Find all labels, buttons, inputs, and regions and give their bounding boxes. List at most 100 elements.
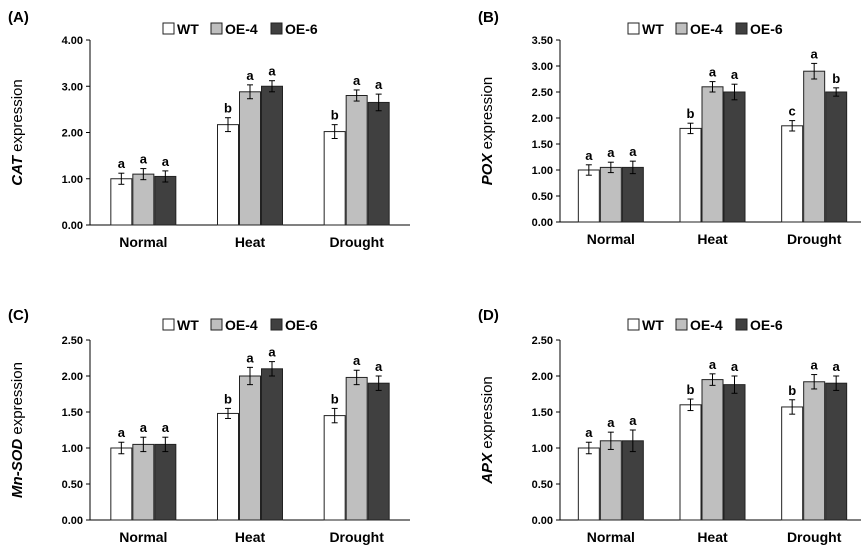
bar <box>825 382 848 521</box>
bar <box>825 91 848 223</box>
significance-label: b <box>788 383 796 398</box>
bar <box>110 178 133 226</box>
y-tick-label: 1.50 <box>62 407 83 419</box>
y-tick-label: 0.00 <box>62 220 83 232</box>
significance-label: a <box>585 148 593 163</box>
y-tick-label: 0.50 <box>62 479 83 491</box>
legend-swatch <box>270 318 283 331</box>
significance-label: a <box>811 46 819 61</box>
significance-label: b <box>331 391 339 406</box>
x-category-label: Drought <box>787 231 842 247</box>
bar <box>239 91 261 226</box>
bar <box>723 91 746 223</box>
bar <box>803 381 826 521</box>
significance-label: a <box>585 425 593 440</box>
significance-label: a <box>246 350 254 365</box>
bar <box>367 382 390 521</box>
legend-label: WT <box>177 21 199 37</box>
bar <box>679 127 702 223</box>
significance-label: a <box>731 359 739 374</box>
significance-label: b <box>224 101 232 116</box>
significance-label: a <box>375 359 383 374</box>
y-axis-label-unit: expression <box>9 79 26 156</box>
bar <box>261 368 283 521</box>
chart-panel-4: (D) WT OE-4 OE-6 0.00 0.50 1.00 1.50 2.00 2.50 APX… <box>478 307 861 545</box>
legend: WT OE-4 OE-6 <box>162 21 318 37</box>
bar <box>599 166 622 223</box>
x-category-label: Normal <box>119 234 167 250</box>
y-tick-label: 2.00 <box>62 128 83 140</box>
x-category-label: Normal <box>587 231 635 247</box>
y-tick-label: 0.00 <box>532 217 553 229</box>
bar <box>261 85 283 226</box>
significance-label: a <box>629 144 637 159</box>
y-tick-label: 2.00 <box>532 371 553 383</box>
legend-swatch <box>627 318 640 331</box>
y-tick-label: 3.50 <box>532 35 553 47</box>
legend-swatch <box>627 22 640 35</box>
bar <box>621 166 644 223</box>
legend-label: OE-4 <box>690 21 723 37</box>
significance-label: b <box>224 391 232 406</box>
y-tick-label: 2.50 <box>62 335 83 347</box>
bar <box>154 175 177 226</box>
significance-label: b <box>687 106 695 121</box>
bar <box>679 404 702 521</box>
legend-swatch <box>162 318 175 331</box>
significance-label: a <box>709 65 717 80</box>
bar <box>132 173 155 226</box>
x-category-label: Normal <box>119 529 167 545</box>
bar <box>701 379 724 521</box>
significance-label: a <box>140 420 148 435</box>
bar <box>367 101 390 226</box>
legend-label: WT <box>642 317 664 333</box>
significance-label: a <box>162 154 170 169</box>
y-tick-label: 2.50 <box>532 87 553 99</box>
legend-swatch <box>270 22 283 35</box>
significance-label: a <box>162 420 170 435</box>
legend-swatch <box>735 318 748 331</box>
significance-label: a <box>607 145 615 160</box>
significance-label: a <box>353 353 361 368</box>
legend-swatch <box>675 22 688 35</box>
bar <box>781 406 804 521</box>
panel-label: (A) <box>8 9 29 26</box>
bar <box>132 443 155 521</box>
legend-label: OE-6 <box>750 317 783 333</box>
significance-label: a <box>731 67 739 82</box>
bar <box>217 124 239 226</box>
y-axis-label-unit: expression <box>9 362 26 439</box>
bar <box>217 412 239 521</box>
y-tick-label: 1.50 <box>532 407 553 419</box>
bar <box>345 376 368 521</box>
bar <box>577 447 600 521</box>
y-tick-label: 3.00 <box>62 81 83 93</box>
panel-label: (C) <box>8 307 29 324</box>
x-category-label: Drought <box>787 529 842 545</box>
bar <box>621 440 644 521</box>
bar <box>803 70 826 223</box>
chart-panel-1: (A) WT OE-4 OE-6 0.00 1.00 2.00 3.00 4.00 CAT exp… <box>8 9 410 250</box>
significance-label: a <box>268 64 276 79</box>
significance-label: a <box>140 152 148 167</box>
x-category-label: Drought <box>329 234 384 250</box>
y-axis-label-unit: expression <box>479 376 496 453</box>
y-tick-label: 0.00 <box>62 515 83 527</box>
significance-label: a <box>353 73 361 88</box>
y-tick-label: 2.00 <box>62 371 83 383</box>
significance-label: a <box>118 425 126 440</box>
legend-swatch <box>735 22 748 35</box>
x-category-label: Heat <box>697 529 728 545</box>
panel-label: (B) <box>478 9 499 26</box>
legend: WT OE-4 OE-6 <box>162 317 318 333</box>
y-tick-label: 0.50 <box>532 191 553 203</box>
y-axis-label: APX expression <box>479 376 496 485</box>
legend: WT OE-4 OE-6 <box>627 21 783 37</box>
bar <box>323 415 346 521</box>
bar <box>154 443 177 521</box>
y-axis-label-gene: Mn-SOD <box>9 439 26 498</box>
y-axis-label-gene: POX <box>479 153 496 186</box>
x-category-label: Heat <box>235 234 266 250</box>
significance-label: a <box>268 345 276 360</box>
